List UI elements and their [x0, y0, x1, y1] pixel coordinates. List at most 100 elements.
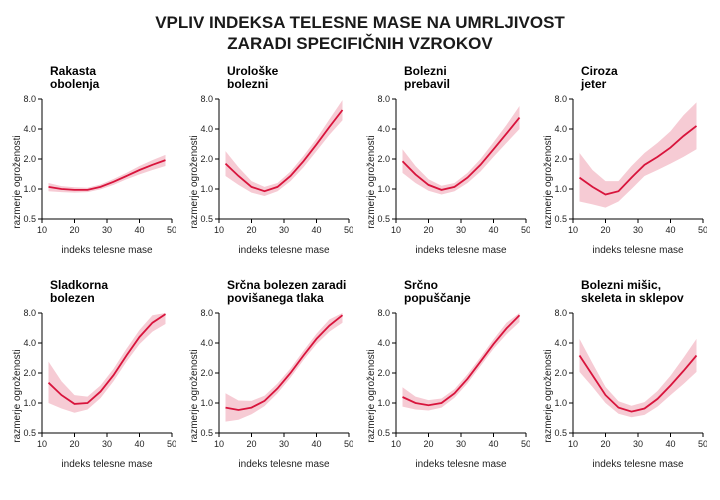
chart-svg: 0.51.02.04.08.01020304050	[362, 93, 530, 243]
confidence-band	[580, 338, 697, 416]
panel-title: Rakastaobolenja	[8, 65, 181, 93]
x-tick-label: 30	[456, 225, 466, 235]
panel-title: Srčna bolezen zaradipovišanega tlaka	[185, 279, 358, 307]
y-tick-label: 1.0	[554, 184, 567, 194]
x-tick-label: 20	[423, 225, 433, 235]
x-tick-label: 30	[102, 225, 112, 235]
y-tick-label: 1.0	[23, 398, 36, 408]
y-tick-label: 2.0	[554, 154, 567, 164]
x-tick-label: 50	[167, 439, 176, 449]
x-tick-label: 50	[344, 439, 353, 449]
y-tick-label: 1.0	[200, 184, 213, 194]
chart-svg: 0.51.02.04.08.01020304050	[185, 307, 353, 457]
y-tick-label: 0.5	[200, 214, 213, 224]
y-tick-label: 4.0	[23, 124, 36, 134]
x-tick-label: 40	[665, 225, 675, 235]
y-tick-label: 0.5	[23, 214, 36, 224]
plot-area: razmerje ogroženosti0.51.02.04.08.010203…	[185, 93, 358, 271]
y-tick-label: 1.0	[377, 398, 390, 408]
y-tick-label: 0.5	[377, 214, 390, 224]
y-tick-label: 8.0	[377, 94, 390, 104]
y-axis-label: razmerje ogroženosti	[543, 135, 554, 228]
y-tick-label: 8.0	[554, 94, 567, 104]
x-tick-label: 30	[279, 439, 289, 449]
x-tick-label: 30	[633, 225, 643, 235]
x-axis-label: indeks telesne mase	[185, 245, 349, 256]
series-line	[226, 315, 343, 410]
panel-3: Cirozajeter razmerje ogroženosti0.5 1.0 2.0…	[539, 65, 712, 271]
y-axis-label: razmerje ogroženosti	[12, 349, 23, 442]
x-tick-label: 10	[391, 439, 401, 449]
confidence-band	[403, 313, 520, 411]
y-tick-label: 8.0	[200, 308, 213, 318]
y-tick-label: 8.0	[377, 308, 390, 318]
chart-svg: 0.51.02.04.08.01020304050	[8, 93, 176, 243]
x-axis-label: indeks telesne mase	[185, 459, 349, 470]
plot-area: razmerje ogroženosti0.51.02.04.08.010203…	[539, 93, 712, 271]
y-axis-label: razmerje ogroženosti	[189, 349, 200, 442]
chart-figure: VPLIV INDEKSA TELESNE MASE NA UMRLJIVOST…	[0, 0, 720, 500]
y-axis-label: razmerje ogroženosti	[366, 349, 377, 442]
x-tick-label: 10	[37, 439, 47, 449]
y-tick-label: 4.0	[377, 338, 390, 348]
y-tick-label: 4.0	[554, 338, 567, 348]
y-tick-label: 4.0	[23, 338, 36, 348]
y-tick-label: 2.0	[23, 368, 36, 378]
panel-grid: Rakastaobolenjarazmerje ogroženosti0.51.…	[8, 65, 712, 485]
plot-area: razmerje ogroženosti0.51.02.04.08.010203…	[185, 307, 358, 485]
x-tick-label: 20	[246, 225, 256, 235]
x-tick-label: 30	[279, 225, 289, 235]
axes	[219, 99, 349, 219]
y-tick-label: 0.5	[554, 214, 567, 224]
x-tick-label: 50	[167, 225, 176, 235]
chart-svg: 0.51.02.04.08.01020304050	[362, 307, 530, 457]
y-axis-label: razmerje ogroženosti	[543, 349, 554, 442]
confidence-band	[49, 154, 166, 192]
y-tick-label: 4.0	[200, 338, 213, 348]
axes	[42, 99, 172, 219]
x-tick-label: 30	[456, 439, 466, 449]
y-tick-label: 1.0	[200, 398, 213, 408]
y-tick-label: 2.0	[200, 368, 213, 378]
x-axis-label: indeks telesne mase	[362, 245, 526, 256]
x-axis-label: indeks telesne mase	[8, 459, 172, 470]
plot-area: razmerje ogroženosti0.51.02.04.08.010203…	[539, 307, 712, 485]
x-tick-label: 50	[521, 225, 530, 235]
chart-svg: 0.51.02.04.08.01020304050	[539, 307, 707, 457]
x-axis-label: indeks telesne mase	[362, 459, 526, 470]
x-tick-label: 30	[102, 439, 112, 449]
panel-6: Srčnopopuščanjerazmerje ogroženosti0.51.…	[362, 279, 535, 485]
y-tick-label: 0.5	[23, 428, 36, 438]
y-tick-label: 4.0	[377, 124, 390, 134]
y-tick-label: 8.0	[200, 94, 213, 104]
y-tick-label: 2.0	[377, 368, 390, 378]
panel-2: Bolezniprebavilrazmerje ogroženosti0.51.…	[362, 65, 535, 271]
y-tick-label: 1.0	[23, 184, 36, 194]
y-axis-label: razmerje ogroženosti	[189, 135, 200, 228]
y-tick-label: 2.0	[377, 154, 390, 164]
panel-title: Cirozajeter	[539, 65, 712, 93]
x-tick-label: 10	[391, 225, 401, 235]
x-tick-label: 40	[311, 439, 321, 449]
x-tick-label: 50	[521, 439, 530, 449]
y-tick-label: 2.0	[200, 154, 213, 164]
y-axis-label: razmerje ogroženosti	[12, 135, 23, 228]
x-tick-label: 30	[633, 439, 643, 449]
y-tick-label: 8.0	[23, 94, 36, 104]
x-tick-label: 50	[344, 225, 353, 235]
y-tick-label: 4.0	[554, 124, 567, 134]
chart-svg: 0.51.02.04.08.01020304050	[8, 307, 176, 457]
x-tick-label: 40	[665, 439, 675, 449]
x-tick-label: 20	[600, 225, 610, 235]
x-axis-label: indeks telesne mase	[539, 459, 703, 470]
x-axis-label: indeks telesne mase	[539, 245, 703, 256]
y-axis-label: razmerje ogroženosti	[366, 135, 377, 228]
axes	[396, 99, 526, 219]
y-tick-label: 2.0	[23, 154, 36, 164]
panel-title: Urološkebolezni	[185, 65, 358, 93]
y-tick-label: 0.5	[554, 428, 567, 438]
x-tick-label: 50	[698, 439, 707, 449]
x-tick-label: 20	[69, 439, 79, 449]
title-line-2: ZARADI SPECIFIČNIH VZROKOV	[8, 33, 712, 54]
x-axis-label: indeks telesne mase	[8, 245, 172, 256]
